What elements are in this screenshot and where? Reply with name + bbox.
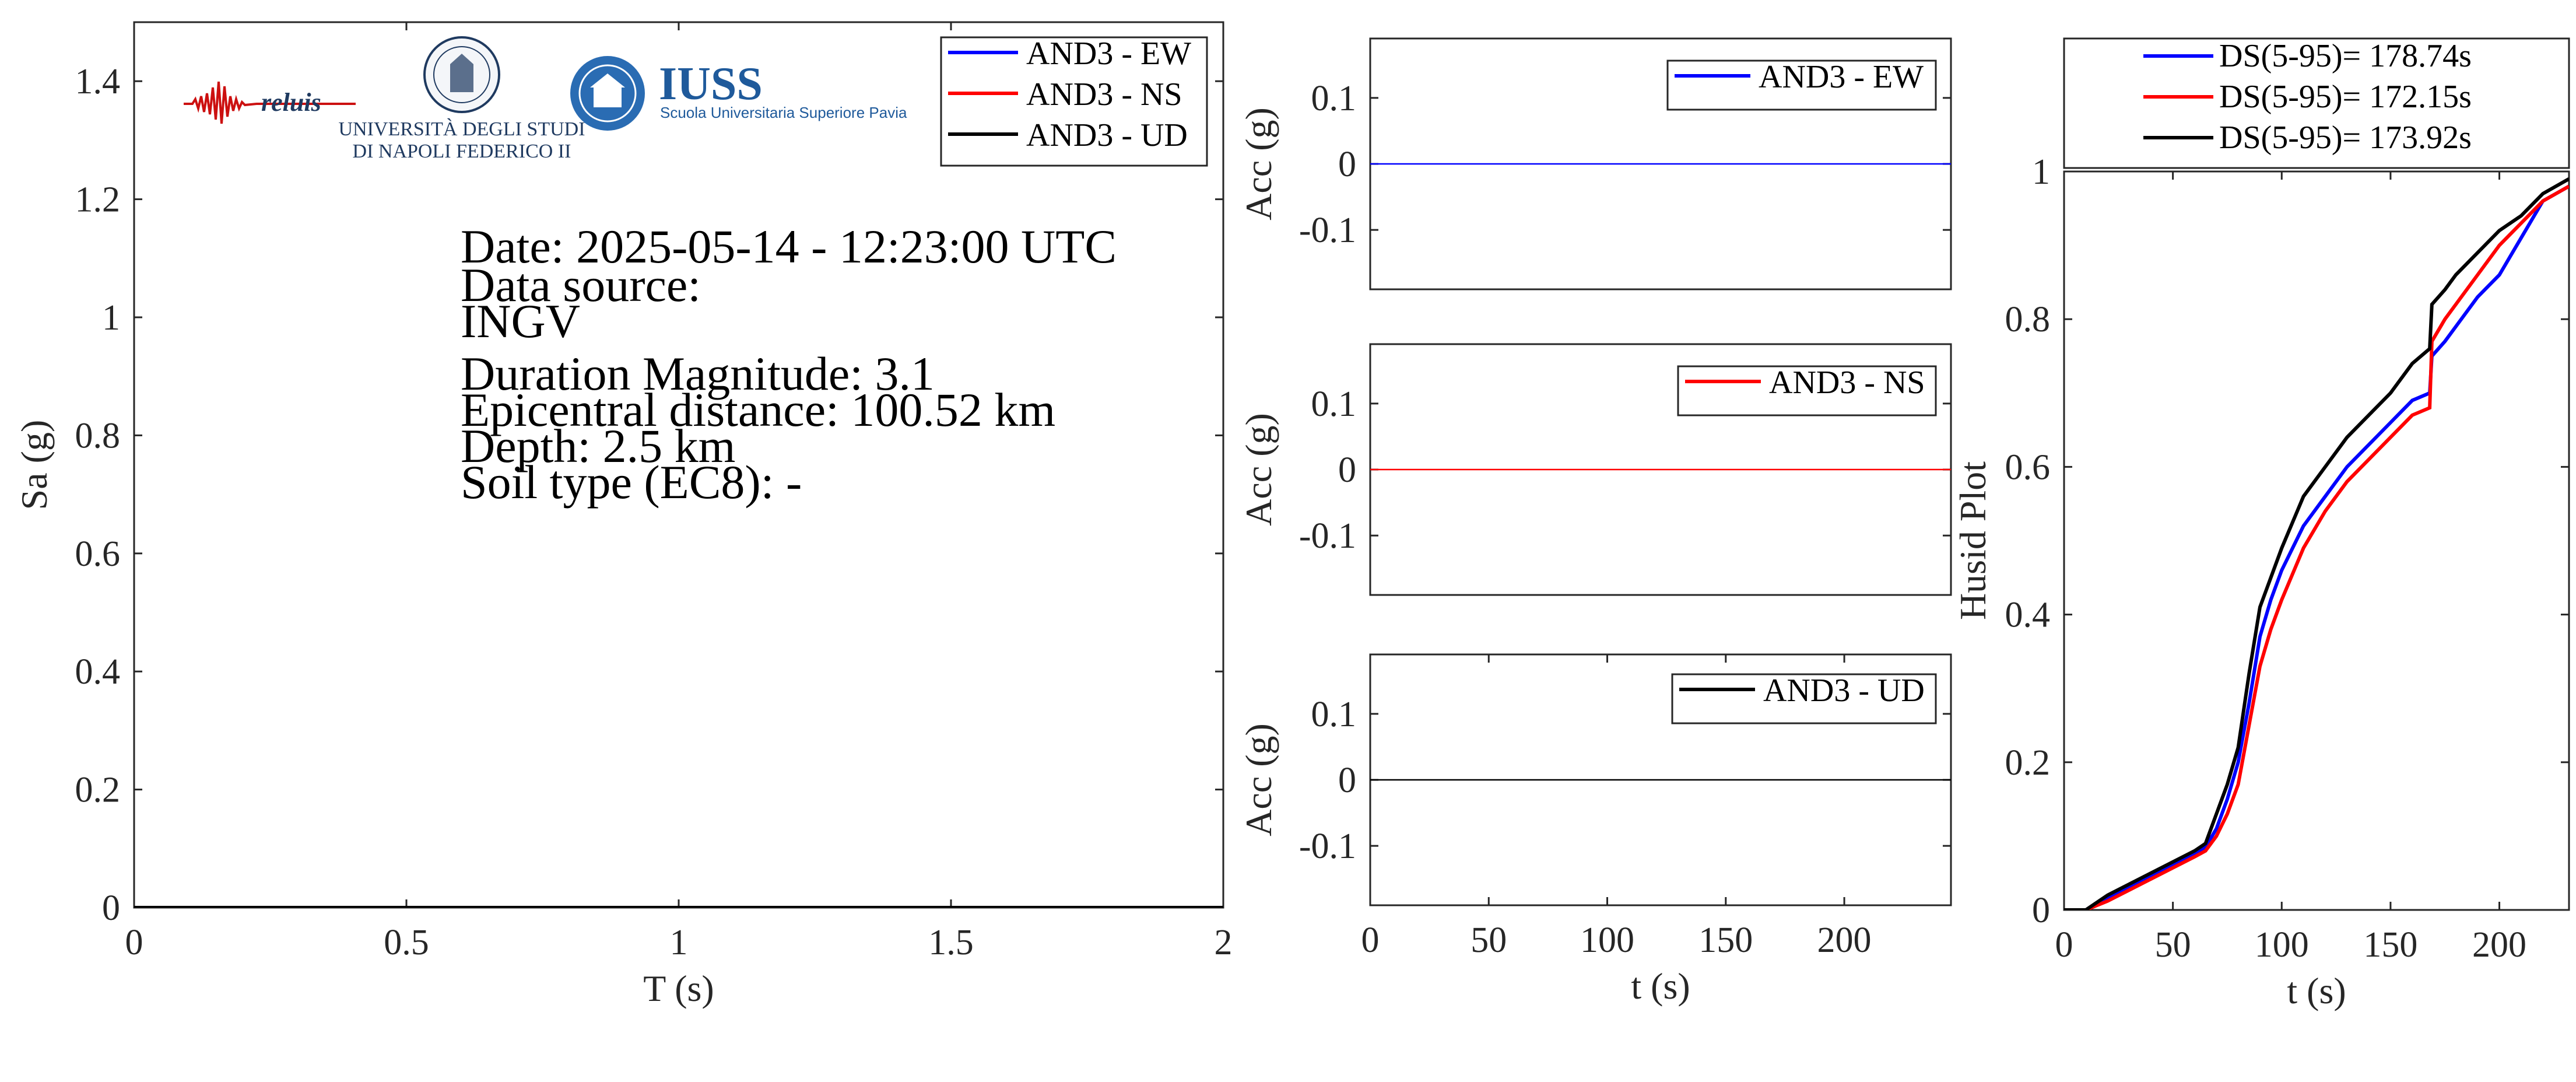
event-depth: Depth: 2.5 km: [461, 419, 735, 472]
husid-x-axis-label: t (s): [2287, 970, 2346, 1011]
unina-name-line1: UNIVERSITÀ DEGLI STUDI: [338, 118, 585, 140]
husid-series-line-0: [2064, 184, 2569, 910]
acc_ns-ytick-label: -0.1: [1299, 516, 1356, 556]
event-info: Date: 2025-05-14 - 12:23:00 UTC Data sou…: [461, 220, 1117, 509]
husid-legend-label: DS(5-95)= 172.15s: [2219, 79, 2472, 115]
acc_ew-chart: -0.1 0 0.1 Acc (g) AND3 - EW: [1238, 37, 1952, 290]
acc_ud-ytick-label: 0.1: [1311, 695, 1357, 734]
iuss-logo-title: IUSS: [659, 58, 763, 110]
spectrum-ytick-label: 0.2: [75, 771, 121, 810]
soil-type: Soil type (EC8): -: [461, 456, 802, 509]
unina-logo: UNIVERSITÀ DEGLI STUDI DI NAPOLI FEDERIC…: [338, 36, 585, 162]
acc_ns-ytick-label: 0: [1338, 450, 1356, 490]
reluis-logo: reluis: [184, 81, 356, 124]
acc_ns-y-axis-label: Acc (g): [1238, 413, 1279, 526]
acc_ew-ytick-label: -0.1: [1299, 211, 1356, 250]
spectrum-ytick-label: 1.2: [75, 180, 121, 220]
spectrum-legend-label: AND3 - NS: [1026, 76, 1182, 113]
acc_ew-legend-label: AND3 - EW: [1759, 59, 1924, 95]
acc_ud-xtick-label: 200: [1817, 920, 1872, 960]
acc_ns-chart: -0.1 0 0.1 Acc (g) AND3 - NS: [1238, 343, 1952, 596]
husid-xtick-label: 50: [2155, 925, 2191, 965]
acc_ud-xtick-label: 50: [1471, 920, 1507, 960]
husid-ytick-label: 0.6: [2005, 447, 2051, 487]
spectrum-ytick-label: 0: [102, 888, 120, 928]
husid-ytick-label: 0.8: [2005, 300, 2051, 339]
spectrum-ytick-label: 0.6: [75, 534, 121, 574]
acc_ew-y-axis-label: Acc (g): [1238, 107, 1279, 220]
epicentral-distance: Epicentral distance: 100.52 km: [461, 383, 1055, 436]
iuss-logo-subtitle: Scuola Universitaria Superiore Pavia: [660, 104, 907, 121]
acc_ew-ytick-label: 0: [1338, 145, 1356, 184]
acc_ns-legend-label: AND3 - NS: [1769, 365, 1925, 401]
acc_ud-xtick-label: 0: [1361, 920, 1380, 960]
reluis-waveform-icon: [184, 81, 356, 124]
husid-series-line-1: [2064, 184, 2569, 910]
spectrum-xtick-label: 1.5: [928, 923, 974, 962]
iuss-logo: IUSS Scuola Universitaria Superiore Pavi…: [570, 56, 907, 131]
husid-ytick-label: 1: [2032, 152, 2050, 192]
spectrum-ytick-label: 1: [102, 298, 120, 338]
acc_ud-xtick-label: 100: [1580, 920, 1634, 960]
husid-ytick-label: 0.4: [2005, 596, 2051, 635]
event-date: Date: 2025-05-14 - 12:23:00 UTC: [461, 220, 1117, 273]
data-source-label: Data source:: [461, 258, 701, 311]
acc_ud-y-axis-label: Acc (g): [1238, 723, 1279, 836]
acc_ew-ytick-label: 0.1: [1311, 79, 1357, 118]
husid-ytick-label: 0.2: [2005, 743, 2051, 783]
unina-name-line2: DI NAPOLI FEDERICO II: [353, 141, 571, 162]
husid-legend-label: DS(5-95)= 178.74s: [2219, 38, 2472, 74]
spectrum-xtick-label: 0: [125, 923, 143, 962]
acc_ns-ytick-label: 0.1: [1311, 384, 1357, 424]
husid-xtick-label: 150: [2363, 925, 2417, 965]
spectrum-xtick-label: 0.5: [384, 923, 429, 962]
husid-xtick-label: 200: [2472, 925, 2526, 965]
spectrum-y-axis-label: Sa (g): [13, 420, 55, 510]
reluis-logo-text: reluis: [261, 88, 321, 117]
spectrum-ytick-label: 0.4: [75, 652, 121, 692]
husid-plot-frame: [2063, 170, 2570, 911]
acc_ud-xtick-label: 150: [1698, 920, 1753, 960]
spectrum-legend-label: AND3 - EW: [1026, 36, 1191, 72]
husid-legend-box: [2063, 37, 2570, 169]
acc_ns-legend-box: [1677, 365, 1937, 416]
husid-chart: 0 50 100 150 200 0 0.2 0.4 0.6 0.8 1 t (s) Husid Plo…: [1952, 37, 2570, 1011]
spectrum-xtick-label: 2: [1215, 923, 1233, 962]
acc_ud-ytick-label: -0.1: [1299, 827, 1356, 866]
acc_ud-legend-label: AND3 - UD: [1763, 673, 1925, 709]
acc_ud-x-axis-label: t (s): [1631, 965, 1690, 1007]
spectrum-ytick-label: 0.8: [75, 416, 121, 456]
acc_ud-legend-box: [1671, 673, 1937, 724]
husid-legend-label: DS(5-95)= 173.92s: [2219, 120, 2472, 156]
husid-xtick-label: 0: [2055, 925, 2073, 965]
acc_ud-ytick-label: 0: [1338, 761, 1356, 800]
husid-series-line-2: [2064, 177, 2569, 910]
spectrum-ytick-label: 1.4: [75, 62, 121, 101]
duration-magnitude: Duration Magnitude: 3.1: [461, 347, 935, 400]
data-source-value: INGV: [461, 295, 580, 348]
acc_ew-legend-box: [1666, 59, 1937, 111]
husid-xtick-label: 100: [2255, 925, 2309, 965]
acc_ud-chart: 0 50 100 150 200 -0.1 0 0.1 t (s) Acc (g) AND3 - U…: [1238, 653, 1952, 1007]
spectrum-legend-box: [940, 36, 1208, 167]
husid-y-axis-label: Husid Plot: [1952, 461, 1994, 620]
spectrum-x-axis-label: T (s): [643, 968, 714, 1009]
spectrum-chart: 0 0.5 1 1.5 2 0 0.2 0.4 0.6 0.8 1 1.2 1.4 T (s) Sa (g)…: [13, 21, 1233, 1009]
husid-ytick-label: 0: [2032, 891, 2050, 930]
spectrum-xtick-label: 1: [670, 923, 688, 962]
spectrum-legend-label: AND3 - UD: [1026, 117, 1188, 153]
